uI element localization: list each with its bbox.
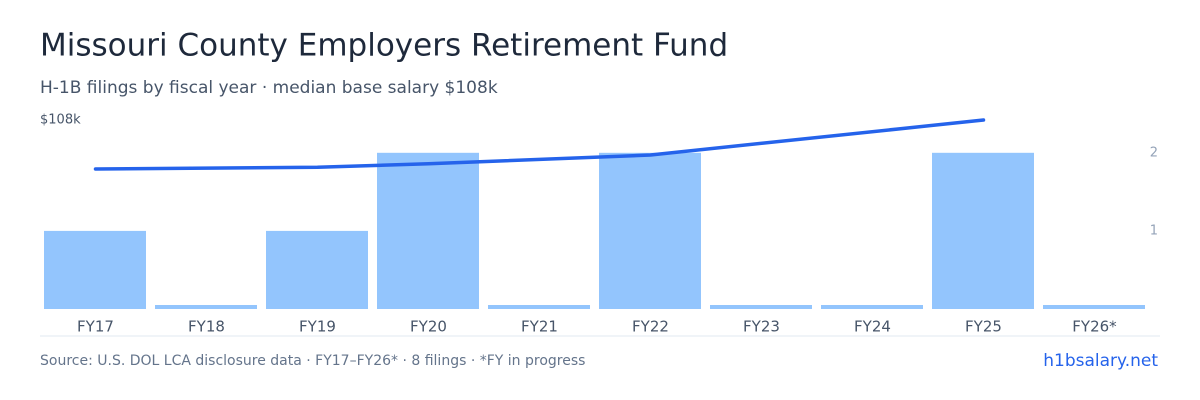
y2-tick-label: 1 xyxy=(1150,223,1158,238)
bar xyxy=(710,305,812,309)
x-tick-label: FY21 xyxy=(521,318,558,336)
x-tick-label: FY26* xyxy=(1072,318,1117,336)
bar xyxy=(155,305,257,309)
chart-title: Missouri County Employers Retirement Fun… xyxy=(40,28,728,64)
x-tick-label: FY25 xyxy=(965,318,1002,336)
y2-tick-label: 2 xyxy=(1150,145,1158,160)
x-tick-label: FY19 xyxy=(299,318,336,336)
brand: h1bsalary.net xyxy=(1043,351,1158,371)
bar xyxy=(932,152,1034,309)
y-tick-label: $108k xyxy=(40,113,81,128)
x-tick-label: FY20 xyxy=(410,318,447,336)
salary-line xyxy=(93,118,986,171)
x-tick-label: FY17 xyxy=(77,318,114,336)
x-tick-label: FY24 xyxy=(854,318,891,336)
bar xyxy=(821,305,923,309)
bar xyxy=(377,152,479,309)
x-tick-label: FY23 xyxy=(743,318,780,336)
source-note: Source: U.S. DOL LCA disclosure data · F… xyxy=(40,353,585,369)
bar xyxy=(1043,305,1145,309)
bar xyxy=(488,305,590,309)
chart-subtitle: H-1B filings by fiscal year · median bas… xyxy=(40,78,498,98)
bar xyxy=(599,152,701,309)
bar xyxy=(44,230,146,309)
x-tick-label: FY22 xyxy=(632,318,669,336)
bar xyxy=(266,230,368,309)
x-tick-label: FY18 xyxy=(188,318,225,336)
